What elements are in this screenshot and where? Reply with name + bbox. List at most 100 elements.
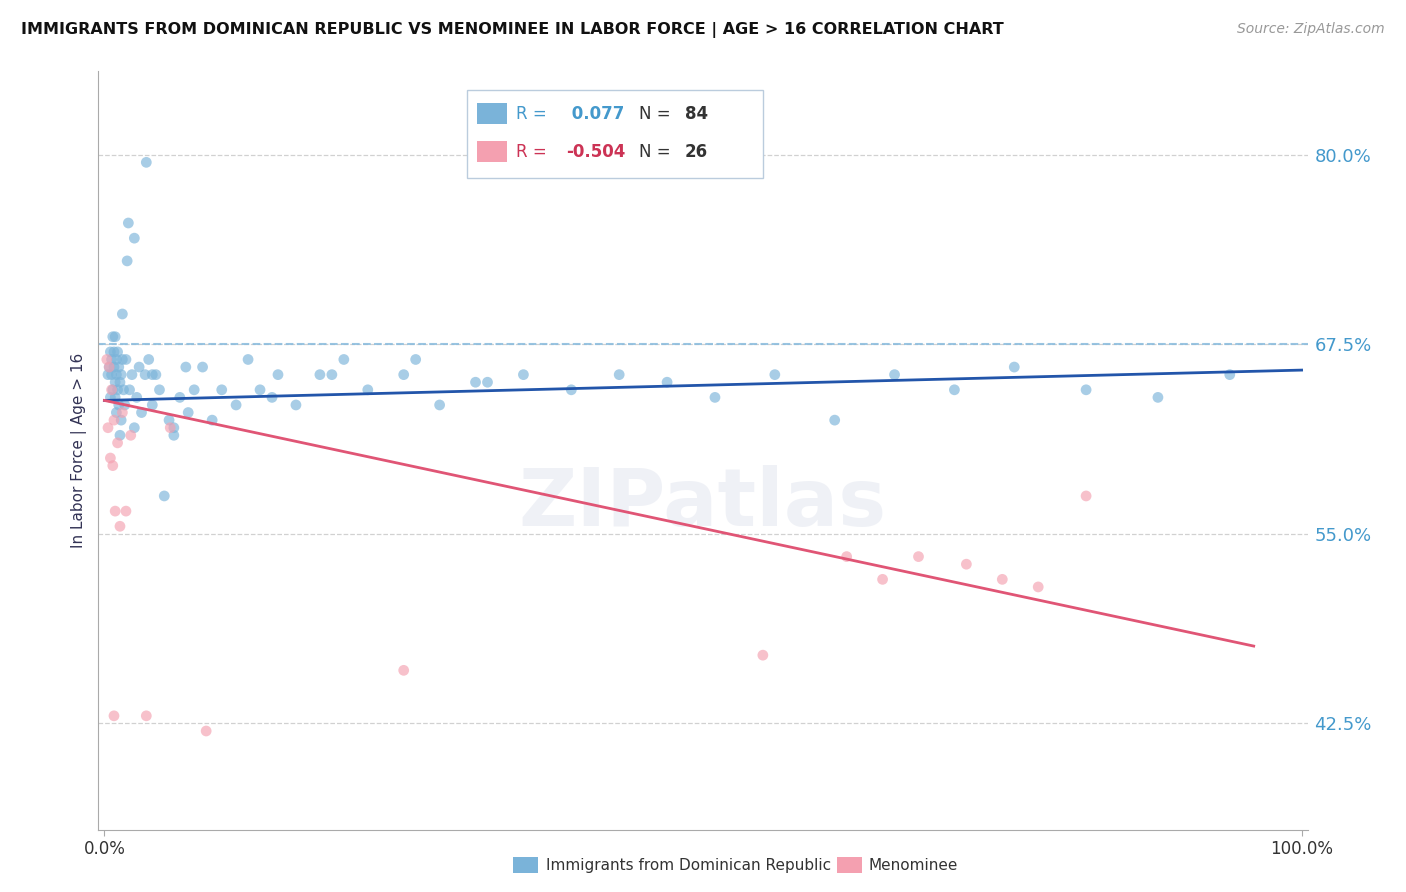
- Point: [135, 708, 157, 723]
- Text: -0.504: -0.504: [567, 143, 626, 161]
- Point: [1219, 368, 1241, 382]
- Point: [201, 413, 224, 427]
- Point: [131, 405, 153, 419]
- FancyBboxPatch shape: [467, 90, 763, 178]
- Point: [824, 413, 846, 427]
- Point: [105, 405, 128, 419]
- Point: [333, 352, 356, 367]
- Point: [177, 405, 200, 419]
- Point: [477, 375, 499, 389]
- Text: N =: N =: [638, 143, 676, 161]
- Point: [163, 421, 186, 435]
- Point: [103, 413, 125, 427]
- Point: [835, 549, 858, 564]
- Point: [560, 383, 582, 397]
- Point: [97, 368, 120, 382]
- Point: [321, 368, 343, 382]
- Point: [103, 708, 125, 723]
- Point: [284, 398, 307, 412]
- Point: [763, 368, 786, 382]
- Text: 84: 84: [685, 105, 709, 123]
- Point: [128, 359, 150, 375]
- Point: [111, 405, 134, 419]
- Point: [148, 383, 170, 397]
- Point: [97, 421, 120, 435]
- Point: [104, 375, 127, 389]
- Point: [752, 648, 775, 663]
- Point: [118, 383, 141, 397]
- Point: [98, 359, 121, 375]
- Point: [392, 664, 415, 678]
- Point: [405, 352, 427, 367]
- Point: [108, 375, 131, 389]
- Text: ZIPatlas: ZIPatlas: [519, 465, 887, 542]
- Point: [104, 391, 127, 405]
- Point: [260, 391, 283, 405]
- Text: 26: 26: [685, 143, 709, 161]
- Point: [112, 383, 135, 397]
- Point: [159, 421, 181, 435]
- Point: [157, 413, 180, 427]
- Point: [107, 398, 129, 412]
- Point: [105, 352, 128, 367]
- Point: [138, 352, 160, 367]
- Point: [101, 383, 124, 397]
- Point: [98, 359, 121, 375]
- Point: [101, 458, 124, 473]
- Point: [104, 504, 127, 518]
- Point: [141, 398, 163, 412]
- Point: [309, 368, 332, 382]
- Text: R =: R =: [516, 105, 551, 123]
- Point: [141, 368, 163, 382]
- Text: R =: R =: [516, 143, 551, 161]
- Point: [115, 254, 138, 268]
- Point: [429, 398, 451, 412]
- Point: [120, 428, 142, 442]
- Point: [195, 724, 218, 739]
- Point: [183, 383, 205, 397]
- Point: [111, 307, 134, 321]
- Text: Immigrants from Dominican Republic: Immigrants from Dominican Republic: [546, 858, 831, 872]
- Point: [1074, 383, 1097, 397]
- Point: [100, 383, 122, 397]
- Point: [110, 413, 132, 427]
- Point: [121, 368, 143, 382]
- Point: [108, 519, 131, 533]
- Point: [100, 352, 122, 367]
- Point: [100, 344, 122, 359]
- Point: [1147, 391, 1170, 405]
- Bar: [477, 103, 508, 125]
- Point: [991, 573, 1014, 587]
- Point: [512, 368, 534, 382]
- Point: [357, 383, 380, 397]
- Text: N =: N =: [638, 105, 676, 123]
- Point: [153, 489, 176, 503]
- Point: [124, 421, 146, 435]
- Point: [107, 344, 129, 359]
- Point: [145, 368, 167, 382]
- Point: [110, 368, 132, 382]
- Text: Menominee: Menominee: [869, 858, 959, 872]
- Point: [249, 383, 271, 397]
- Point: [883, 368, 905, 382]
- Point: [943, 383, 966, 397]
- Point: [704, 391, 727, 405]
- Point: [955, 557, 977, 571]
- Point: [907, 549, 929, 564]
- Point: [115, 352, 138, 367]
- Point: [872, 573, 894, 587]
- Point: [104, 330, 127, 344]
- Point: [114, 398, 136, 412]
- Point: [1026, 580, 1049, 594]
- Text: 0.077: 0.077: [567, 105, 624, 123]
- Point: [191, 359, 214, 375]
- Point: [655, 375, 678, 389]
- Point: [100, 451, 122, 466]
- Point: [124, 231, 146, 245]
- Point: [236, 352, 259, 367]
- Point: [174, 359, 197, 375]
- Text: IMMIGRANTS FROM DOMINICAN REPUBLIC VS MENOMINEE IN LABOR FORCE | AGE > 16 CORREL: IMMIGRANTS FROM DOMINICAN REPUBLIC VS ME…: [21, 22, 1004, 38]
- Bar: [477, 141, 508, 162]
- Point: [115, 504, 138, 518]
- Point: [108, 428, 131, 442]
